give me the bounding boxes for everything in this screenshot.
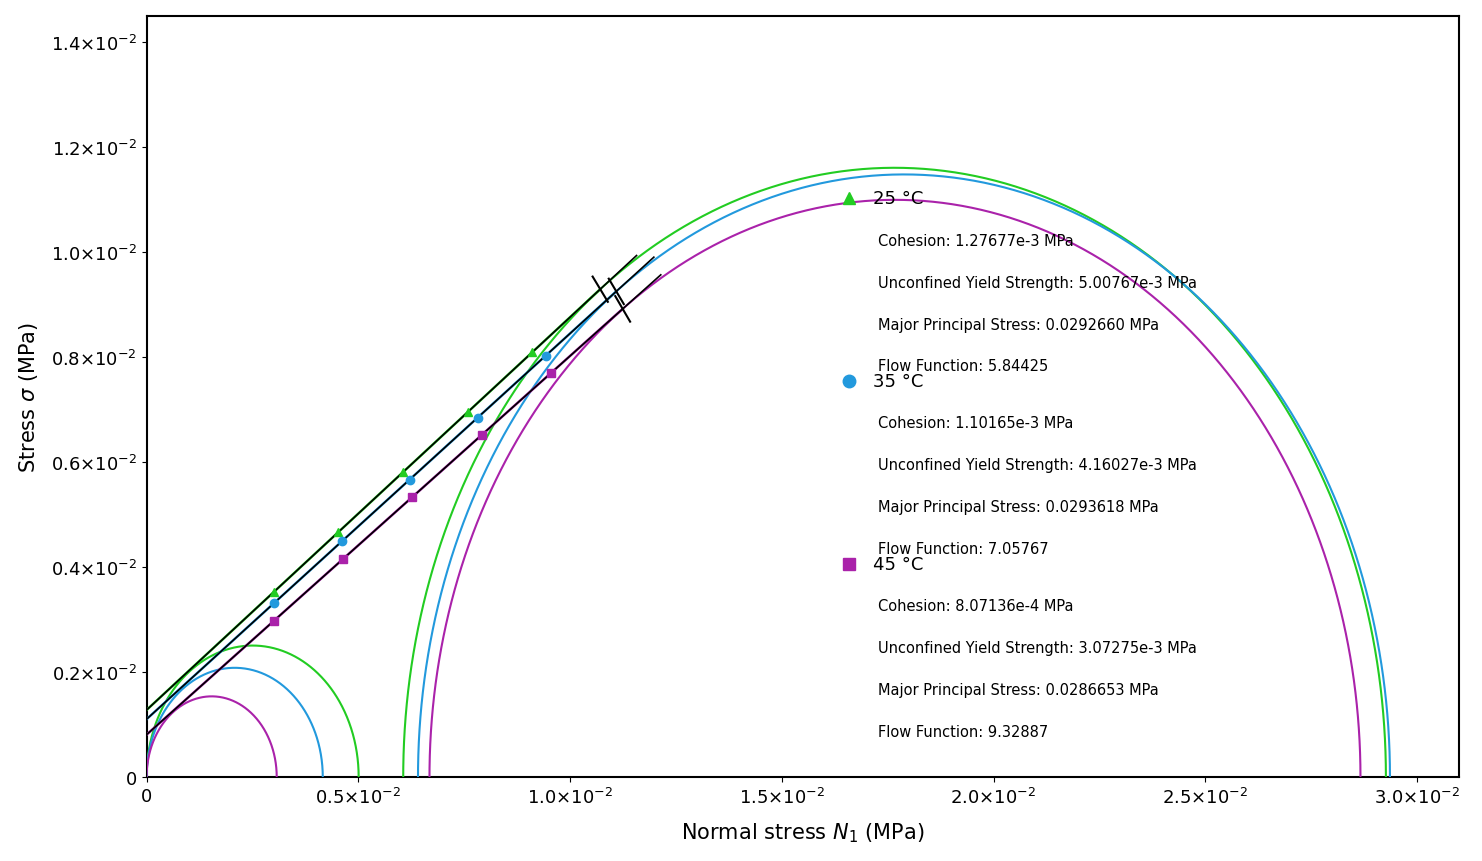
Text: Major Principal Stress: 0.0292660 MPa: Major Principal Stress: 0.0292660 MPa — [877, 317, 1159, 332]
Text: Major Principal Stress: 0.0293618 MPa: Major Principal Stress: 0.0293618 MPa — [877, 499, 1159, 515]
Text: Cohesion: 1.27677e-3 MPa: Cohesion: 1.27677e-3 MPa — [877, 233, 1073, 249]
Text: Unconfined Yield Strength: 5.00767e-3 MPa: Unconfined Yield Strength: 5.00767e-3 MP… — [877, 276, 1197, 290]
Text: Flow Function: 9.32887: Flow Function: 9.32887 — [877, 724, 1048, 739]
Text: Unconfined Yield Strength: 4.16027e-3 MPa: Unconfined Yield Strength: 4.16027e-3 MP… — [877, 458, 1196, 473]
Text: 25 °C: 25 °C — [873, 190, 923, 208]
Text: Unconfined Yield Strength: 3.07275e-3 MPa: Unconfined Yield Strength: 3.07275e-3 MP… — [877, 641, 1196, 655]
Text: Flow Function: 5.84425: Flow Function: 5.84425 — [877, 359, 1048, 374]
Y-axis label: Stress $\sigma$ (MPa): Stress $\sigma$ (MPa) — [16, 321, 40, 473]
Text: Cohesion: 8.07136e-4 MPa: Cohesion: 8.07136e-4 MPa — [877, 598, 1073, 614]
X-axis label: Normal stress $N_1$ (MPa): Normal stress $N_1$ (MPa) — [682, 821, 925, 845]
Text: 35 °C: 35 °C — [873, 373, 923, 391]
Text: 45 °C: 45 °C — [873, 555, 923, 573]
Text: Cohesion: 1.10165e-3 MPa: Cohesion: 1.10165e-3 MPa — [877, 416, 1073, 431]
Text: Major Principal Stress: 0.0286653 MPa: Major Principal Stress: 0.0286653 MPa — [877, 682, 1159, 697]
Text: Flow Function: 7.05767: Flow Function: 7.05767 — [877, 542, 1048, 556]
